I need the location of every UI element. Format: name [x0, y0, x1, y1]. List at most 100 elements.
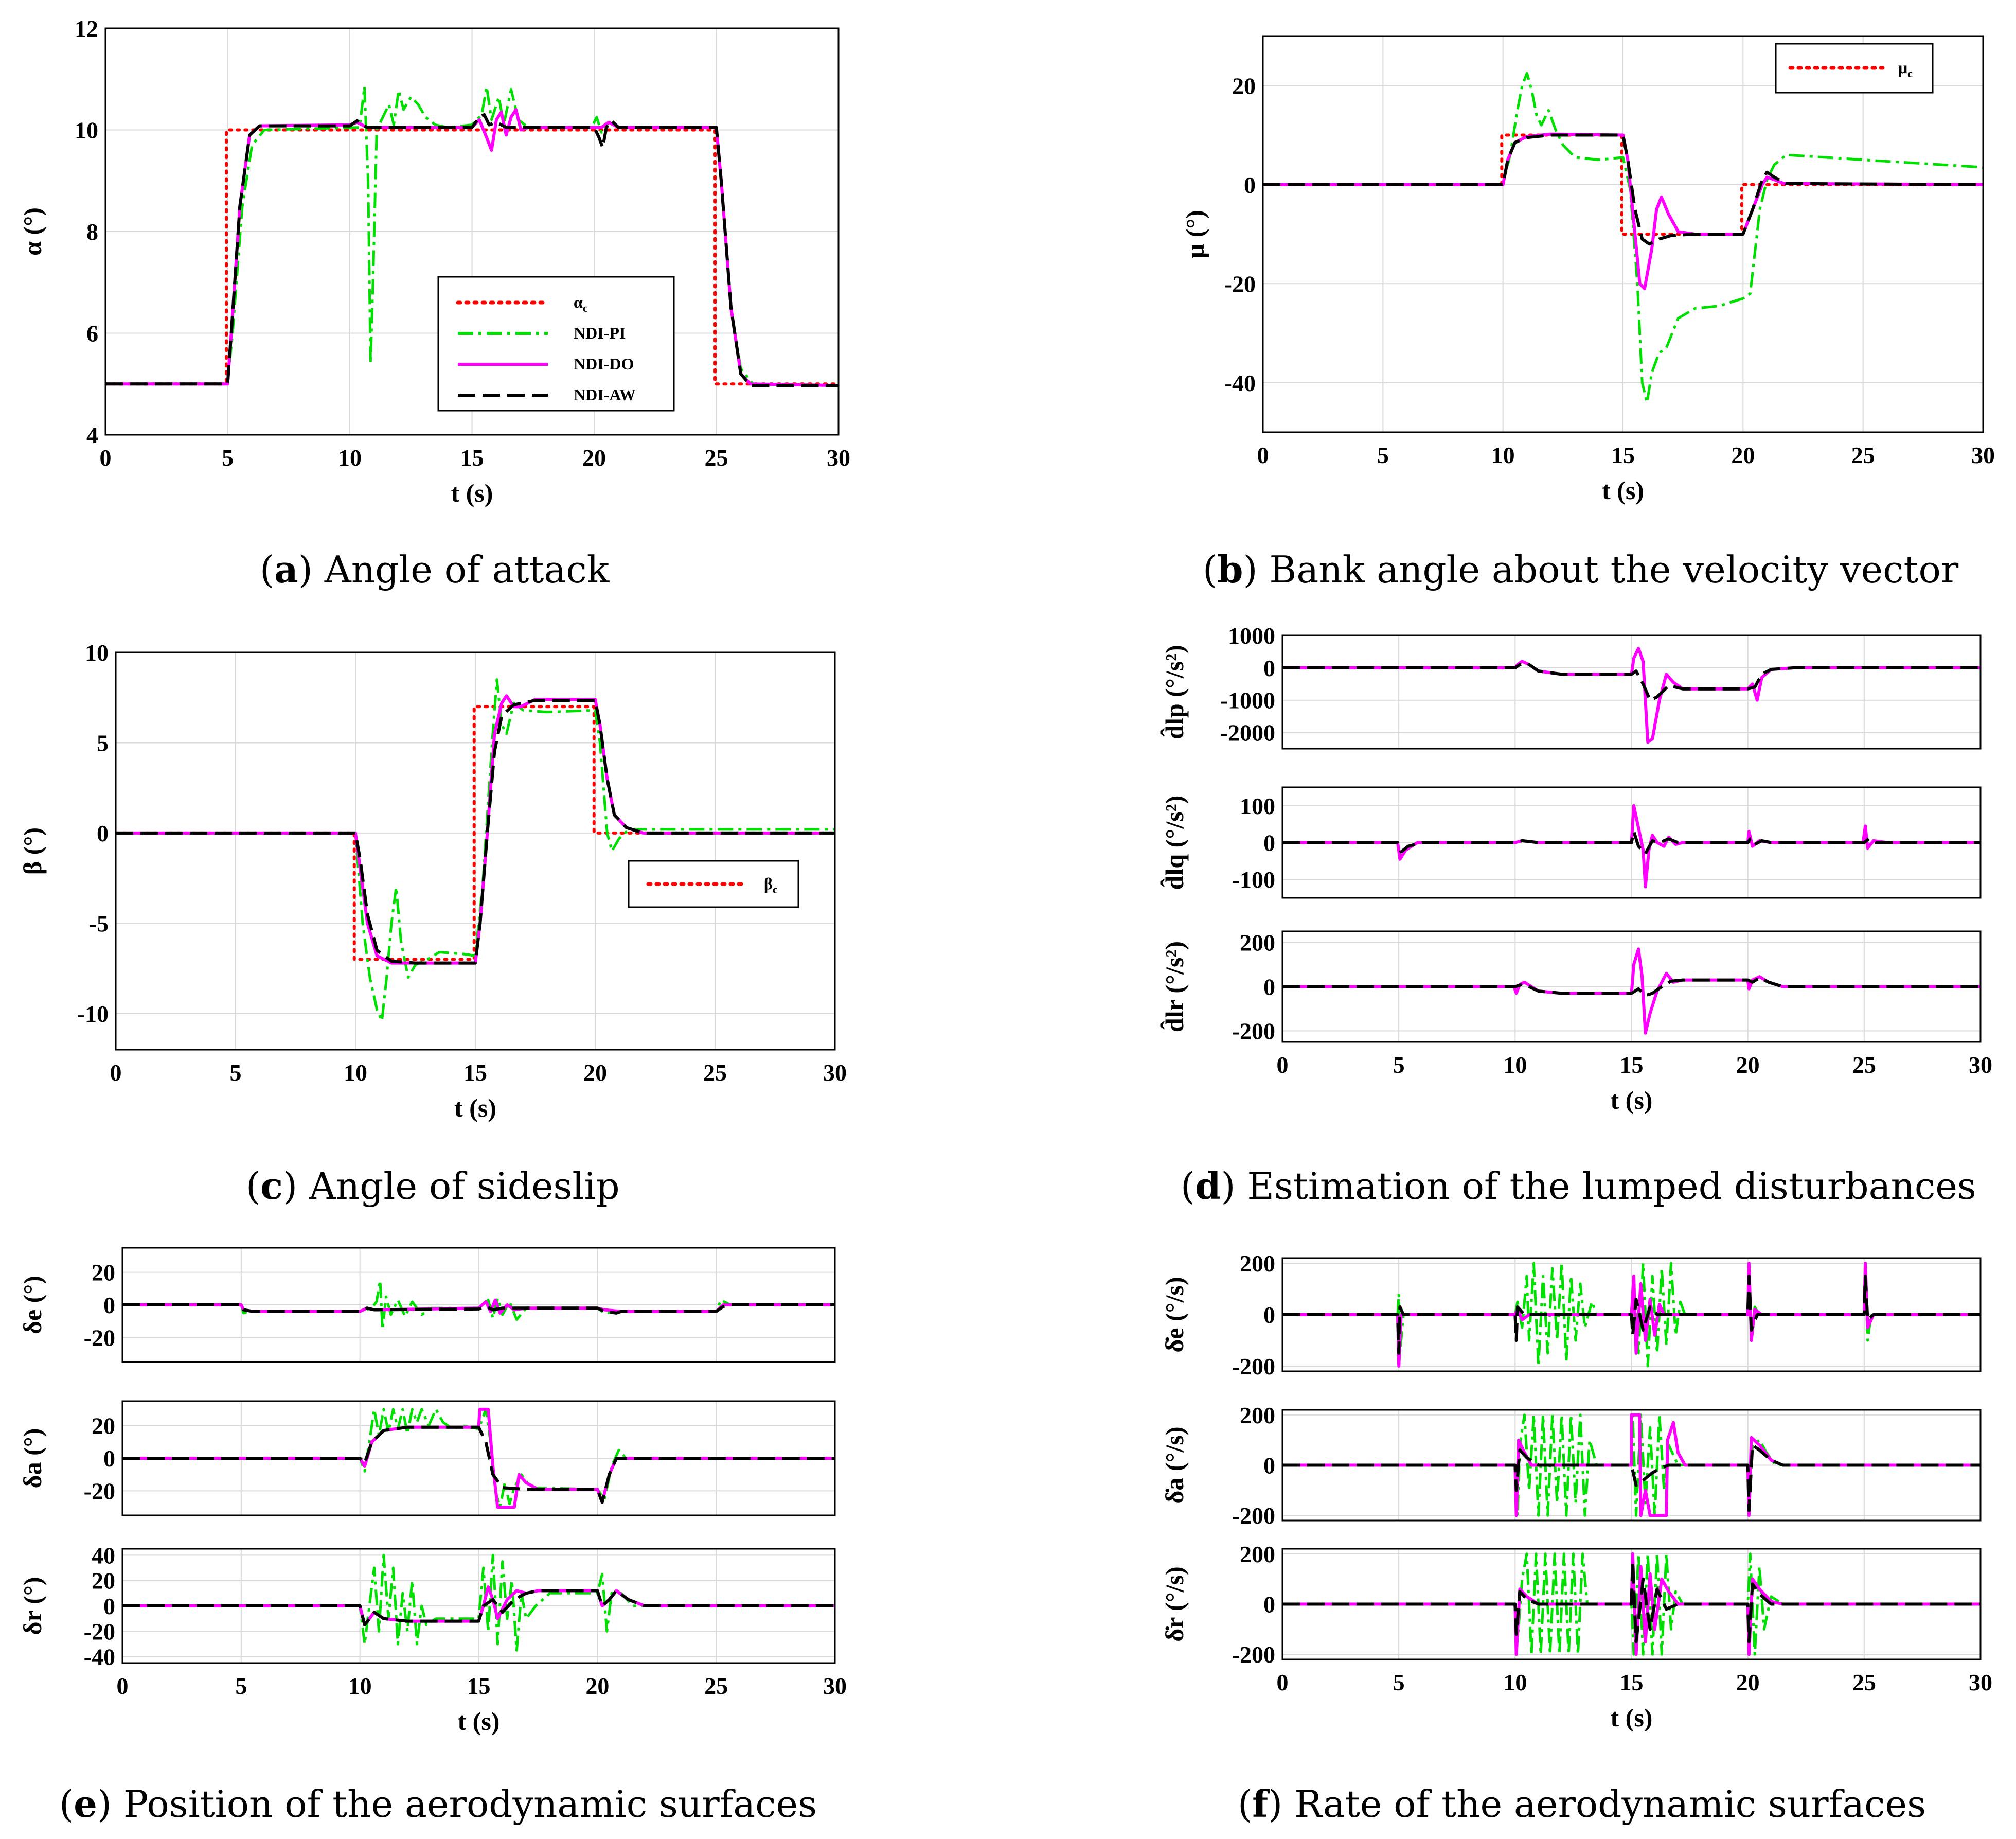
- y-axis-label: d̂lr (°/s²): [1159, 941, 1189, 1032]
- y-tick-label: 0: [1263, 1453, 1275, 1479]
- series-aw: [105, 113, 838, 387]
- x-tick-label: 30: [823, 1059, 847, 1086]
- x-tick-label: 30: [823, 1673, 847, 1699]
- y-tick-label: -20: [84, 1618, 115, 1645]
- y-tick-label: 20: [92, 1413, 115, 1439]
- x-tick-label: 25: [1852, 1669, 1876, 1695]
- caption-d: (d) Estimation of the lumped disturbance…: [1181, 1164, 1976, 1208]
- axes-frame: [1281, 1548, 1982, 1660]
- y-tick-label: 200: [1240, 930, 1275, 956]
- series-aw: [1282, 1560, 1981, 1643]
- x-tick-label: 15: [1620, 1052, 1644, 1078]
- x-tick-label: 5: [222, 445, 234, 471]
- x-tick-label: 0: [110, 1059, 122, 1086]
- x-tick-label: 0: [1277, 1052, 1289, 1078]
- series-pi: [1282, 1413, 1981, 1517]
- y-axis-label: μ (°): [1181, 210, 1209, 258]
- y-axis-label: β (°): [18, 827, 47, 875]
- y-tick-label: -20: [84, 1478, 115, 1504]
- y-tick-label: -100: [1232, 867, 1275, 893]
- y-tick-label: 5: [97, 730, 109, 756]
- y-tick-label: -5: [89, 910, 109, 936]
- x-tick-label: 20: [1731, 442, 1755, 468]
- axes-frame: [1281, 930, 1982, 1043]
- x-tick-label: 5: [1377, 442, 1389, 468]
- x-tick-label: 15: [460, 445, 484, 471]
- x-tick-label: 25: [704, 1673, 728, 1699]
- y-tick-label: -20: [1224, 271, 1256, 297]
- x-tick-label: 30: [1969, 1669, 1992, 1695]
- x-tick-label: 30: [827, 445, 850, 471]
- y-axis-label: d̂lq (°/s²): [1159, 795, 1189, 890]
- x-tick-label: 5: [1393, 1052, 1405, 1078]
- y-tick-label: -200: [1232, 1353, 1275, 1380]
- panel-angle-of-attack: 0 5 10 15 20 25 30 4 6 8 10 12 α (°) t (s): [18, 15, 850, 507]
- legend-label-mu-c: μc: [1898, 58, 1913, 80]
- y-tick-label: 0: [103, 1292, 115, 1318]
- y-tick-label: 200: [1240, 1402, 1275, 1428]
- x-tick-label: 25: [1852, 1052, 1876, 1078]
- x-tick-label: 15: [467, 1673, 491, 1699]
- series-aw: [1282, 976, 1981, 997]
- x-tick-label: 5: [230, 1059, 242, 1086]
- axes-frame: [1262, 35, 1984, 433]
- y-axis-label: d̂lp (°/s²): [1159, 645, 1189, 739]
- series-aw: [1282, 830, 1981, 855]
- y-tick-label: -40: [84, 1644, 115, 1670]
- series-do: [1282, 1552, 1981, 1656]
- series-do: [1282, 1413, 1981, 1517]
- y-tick-label: 20: [92, 1568, 115, 1594]
- x-tick-label: 5: [1393, 1669, 1405, 1695]
- y-tick-label: 0: [103, 1445, 115, 1472]
- y-tick-label: 200: [1240, 1541, 1275, 1567]
- y-tick-label: 6: [86, 321, 98, 347]
- y-tick-label: 4: [86, 422, 98, 448]
- y-axis-label: δr (°): [18, 1577, 47, 1635]
- x-tick-label: 10: [338, 445, 362, 471]
- x-tick-label: 0: [117, 1673, 129, 1699]
- series-aw: [1282, 1443, 1981, 1512]
- x-tick-label: 10: [348, 1673, 372, 1699]
- legend-label-beta-c: βc: [764, 874, 778, 896]
- x-axis-label: t (s): [454, 1093, 496, 1122]
- caption-f: (f) Rate of the aerodynamic surfaces: [1238, 1782, 1926, 1826]
- x-axis-label: t (s): [451, 479, 493, 507]
- y-tick-label: -20: [84, 1324, 115, 1351]
- x-tick-label: 25: [703, 1059, 727, 1086]
- x-tick-label: 30: [1971, 442, 1995, 468]
- series-do: [122, 1298, 835, 1315]
- x-tick-label: 20: [583, 1059, 607, 1086]
- x-tick-label: 20: [585, 1673, 609, 1699]
- panel-bank-angle: 0 5 10 15 20 25 30 -40 -20 0 20 μ (°) t (s): [1181, 35, 1995, 505]
- series-pi: [116, 678, 835, 1022]
- x-tick-label: 0: [1257, 442, 1269, 468]
- y-tick-label: -40: [1224, 370, 1256, 396]
- x-tick-label: 10: [1503, 1052, 1527, 1078]
- y-tick-label: 8: [86, 219, 98, 245]
- y-tick-label: 10: [75, 117, 98, 144]
- axes-frame: [121, 1400, 836, 1516]
- x-tick-label: 25: [1851, 442, 1875, 468]
- x-axis-label: t (s): [1602, 476, 1644, 505]
- legend-b: μc: [1775, 43, 1934, 94]
- caption-e: (e) Position of the aerodynamic surfaces: [59, 1782, 817, 1826]
- x-tick-label: 10: [1503, 1669, 1527, 1695]
- x-axis-label: t (s): [1611, 1086, 1653, 1115]
- x-axis-label: t (s): [458, 1707, 500, 1736]
- y-axis-label: α (°): [18, 207, 47, 256]
- x-tick-label: 10: [1491, 442, 1515, 468]
- y-tick-label: -10: [77, 1001, 109, 1027]
- y-tick-label: 200: [1240, 1250, 1275, 1277]
- series-cmd: [116, 705, 835, 961]
- series-pi: [1263, 72, 1983, 404]
- series-aw: [1282, 1275, 1981, 1355]
- x-tick-label: 0: [1277, 1669, 1289, 1695]
- y-tick-label: 1000: [1228, 623, 1275, 649]
- y-tick-label: -1000: [1220, 687, 1275, 714]
- series-aw: [122, 1589, 835, 1626]
- legend-label-alpha-c: αc: [574, 293, 588, 314]
- y-axis-label: δ̇r (°/s): [1160, 1566, 1189, 1641]
